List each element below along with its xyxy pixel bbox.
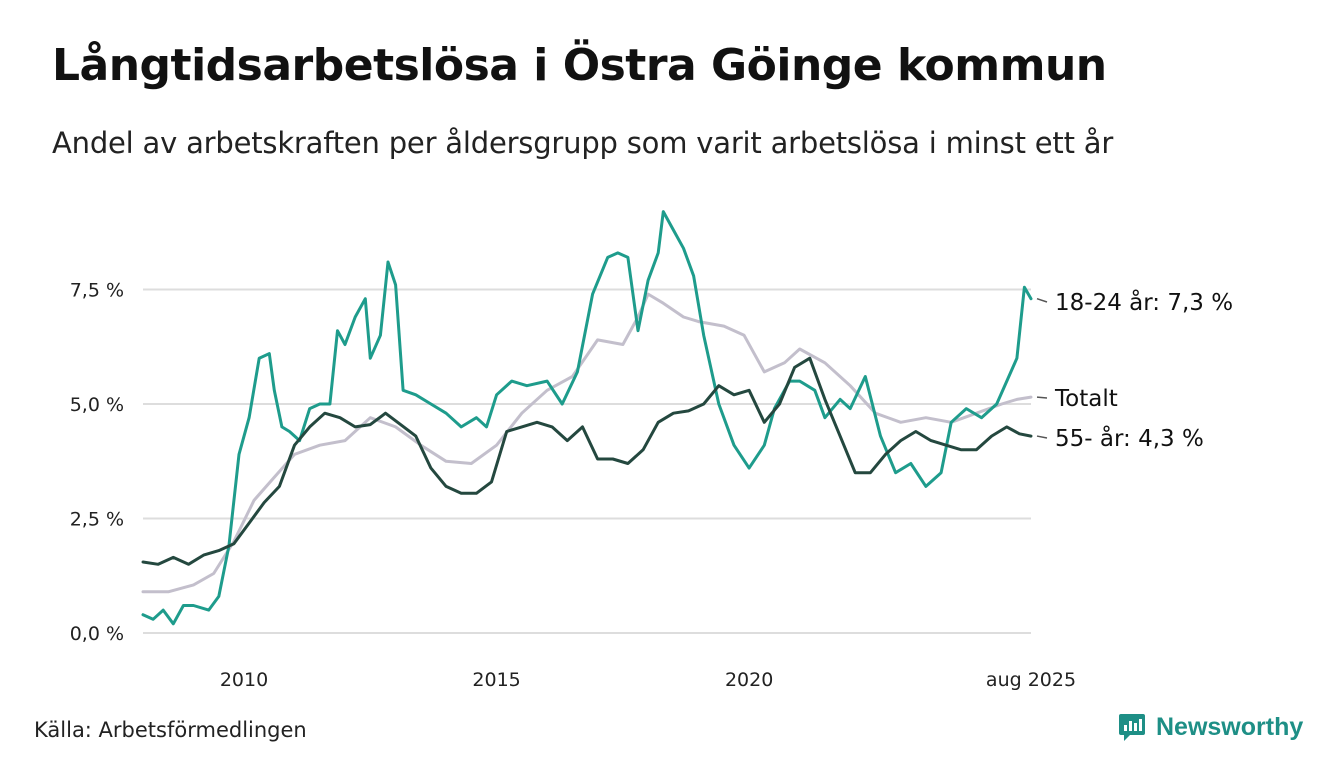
end-label-youth: 18-24 år: 7,3 % bbox=[1055, 288, 1233, 316]
end-label-total: Totalt bbox=[1054, 386, 1118, 412]
end-label-leader bbox=[1036, 297, 1048, 303]
x-tick-label: 2010 bbox=[220, 669, 268, 691]
x-tick-label: 2015 bbox=[472, 669, 520, 691]
y-tick-label: 7,5 % bbox=[70, 280, 124, 302]
end-label-leader bbox=[1036, 396, 1048, 399]
brand-name: Newsworthy bbox=[1156, 712, 1304, 741]
newsworthy-logo-icon bbox=[1119, 714, 1145, 741]
y-tick-label: 5,0 % bbox=[70, 394, 124, 416]
series-line-youth bbox=[141, 210, 1033, 626]
source-note: Källa: Arbetsförmedlingen bbox=[34, 718, 307, 742]
x-tick-label: 2020 bbox=[725, 669, 773, 691]
y-tick-label: 2,5 % bbox=[70, 509, 124, 531]
chart-subtitle: Andel av arbetskraften per åldersgrupp s… bbox=[52, 126, 1114, 160]
end-label-older: 55- år: 4,3 % bbox=[1055, 424, 1204, 452]
x-tick-label: aug 2025 bbox=[986, 669, 1076, 691]
y-tick-label: 0,0 % bbox=[70, 623, 124, 645]
series-line-older bbox=[141, 356, 1033, 566]
end-label-leader bbox=[1036, 435, 1048, 439]
chart-title: Långtidsarbetslösa i Östra Göinge kommun bbox=[52, 40, 1107, 91]
brand-logo: Newsworthy bbox=[1118, 712, 1303, 742]
